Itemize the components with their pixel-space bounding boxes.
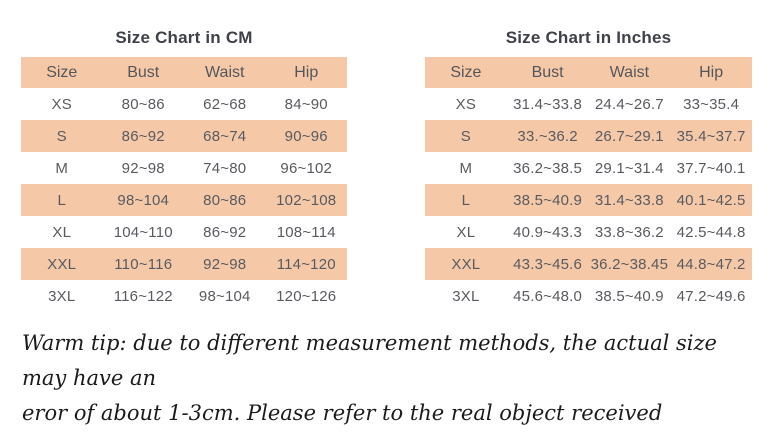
table-cell: 40.1~42.5 (670, 184, 752, 216)
header-cell-hip: Hip (265, 57, 347, 88)
size-chart-inches-title: Size Chart in Inches (505, 28, 672, 47)
table-cell: 31.4~33.8 (506, 88, 589, 120)
table-cell: 31.4~33.8 (588, 184, 671, 216)
header-cell-waist: Waist (184, 57, 266, 88)
size-chart-inches-header: Size Bust Waist Hip (425, 57, 752, 88)
table-row: XL 40.9~43.3 33.8~36.2 42.5~44.8 (425, 216, 752, 248)
header-row: Size Bust Waist Hip (21, 57, 347, 88)
table-cell: 35.4~37.7 (670, 120, 752, 152)
size-chart-inches-section: Size Chart in Inches Size Bust Waist Hip… (425, 0, 752, 312)
table-cell: S (425, 120, 507, 152)
table-cell: L (21, 184, 103, 216)
table-cell: 62~68 (184, 88, 266, 120)
table-cell: 114~120 (265, 248, 347, 280)
header-cell-bust: Bust (506, 57, 589, 88)
table-cell: 42.5~44.8 (670, 216, 752, 248)
table-cell: XXL (425, 248, 507, 280)
table-cell: 26.7~29.1 (588, 120, 671, 152)
size-chart-cm-body: XS 80~86 62~68 84~90 S 86~92 68~74 90~96 M 92~98 7… (21, 88, 347, 312)
header-cell-hip: Hip (670, 57, 752, 88)
table-cell: M (21, 152, 103, 184)
table-cell: 3XL (21, 280, 103, 312)
table-row: M 36.2~38.5 29.1~31.4 37.7~40.1 (425, 152, 752, 184)
size-chart-cm-header: Size Bust Waist Hip (21, 57, 347, 88)
table-row: M 92~98 74~80 96~102 (21, 152, 347, 184)
table-cell: 104~110 (102, 216, 184, 248)
table-cell: 102~108 (265, 184, 347, 216)
warm-tip-line-1: Warm tip: due to different measurement m… (22, 331, 717, 390)
table-row: XS 80~86 62~68 84~90 (21, 88, 347, 120)
table-cell: 80~86 (102, 88, 184, 120)
table-cell: 36.2~38.5 (506, 152, 589, 184)
table-cell: 40.9~43.3 (506, 216, 589, 248)
header-cell-size: Size (21, 57, 103, 88)
table-row: XS 31.4~33.8 24.4~26.7 33~35.4 (425, 88, 752, 120)
table-row: XXL 43.3~45.6 36.2~38.45 44.8~47.2 (425, 248, 752, 280)
table-cell: S (21, 120, 103, 152)
table-cell: 96~102 (265, 152, 347, 184)
size-chart-cm-section: Size Chart in CM Size Bust Waist Hip XS 8… (21, 0, 347, 312)
size-chart-inches-body: XS 31.4~33.8 24.4~26.7 33~35.4 S 33.~36.2 26.7… (425, 88, 752, 312)
table-row: L 98~104 80~86 102~108 (21, 184, 347, 216)
table-cell: 43.3~45.6 (506, 248, 589, 280)
table-cell: 110~116 (102, 248, 184, 280)
table-row: S 33.~36.2 26.7~29.1 35.4~37.7 (425, 120, 752, 152)
table-cell: 38.5~40.9 (588, 280, 671, 312)
table-cell: M (425, 152, 507, 184)
table-cell: 98~104 (184, 280, 266, 312)
table-cell: 80~86 (184, 184, 266, 216)
header-row: Size Bust Waist Hip (425, 57, 752, 88)
table-cell: XXL (21, 248, 103, 280)
table-cell: 108~114 (265, 216, 347, 248)
table-cell: 68~74 (184, 120, 266, 152)
table-cell: 36.2~38.45 (588, 248, 671, 280)
table-cell: 37.7~40.1 (670, 152, 752, 184)
table-cell: 33.~36.2 (506, 120, 589, 152)
table-cell: 84~90 (265, 88, 347, 120)
size-chart-cm-title: Size Chart in CM (115, 28, 253, 47)
table-cell: 33~35.4 (670, 88, 752, 120)
table-cell: 24.4~26.7 (588, 88, 671, 120)
table-cell: 3XL (425, 280, 507, 312)
table-cell: 45.6~48.0 (506, 280, 589, 312)
table-cell: XL (21, 216, 103, 248)
warm-tip-line-2: eror of about 1-3cm. Please refer to the… (22, 401, 663, 425)
table-cell: 92~98 (102, 152, 184, 184)
table-cell: 92~98 (184, 248, 266, 280)
table-cell: 90~96 (265, 120, 347, 152)
table-cell: 44.8~47.2 (670, 248, 752, 280)
table-cell: 120~126 (265, 280, 347, 312)
header-cell-waist: Waist (588, 57, 671, 88)
size-chart-cm-table: Size Bust Waist Hip XS 80~86 62~68 84~90 S 86… (21, 57, 347, 312)
table-cell: 98~104 (102, 184, 184, 216)
table-cell: XL (425, 216, 507, 248)
size-chart-inches-table: Size Bust Waist Hip XS 31.4~33.8 24.4~26.7… (425, 57, 752, 312)
table-cell: 74~80 (184, 152, 266, 184)
table-cell: 116~122 (102, 280, 184, 312)
table-row: S 86~92 68~74 90~96 (21, 120, 347, 152)
table-row: XXL 110~116 92~98 114~120 (21, 248, 347, 280)
table-cell: 33.8~36.2 (588, 216, 671, 248)
table-cell: 86~92 (102, 120, 184, 152)
table-cell: L (425, 184, 507, 216)
table-row: XL 104~110 86~92 108~114 (21, 216, 347, 248)
table-row: 3XL 116~122 98~104 120~126 (21, 280, 347, 312)
table-cell: 86~92 (184, 216, 266, 248)
table-cell: 38.5~40.9 (506, 184, 589, 216)
header-cell-bust: Bust (102, 57, 184, 88)
table-cell: 47.2~49.6 (670, 280, 752, 312)
table-cell: XS (425, 88, 507, 120)
table-row: L 38.5~40.9 31.4~33.8 40.1~42.5 (425, 184, 752, 216)
table-cell: XS (21, 88, 103, 120)
table-row: 3XL 45.6~48.0 38.5~40.9 47.2~49.6 (425, 280, 752, 312)
table-cell: 29.1~31.4 (588, 152, 671, 184)
header-cell-size: Size (425, 57, 507, 88)
warm-tip-note: Warm tip: due to different measurement m… (22, 326, 762, 431)
